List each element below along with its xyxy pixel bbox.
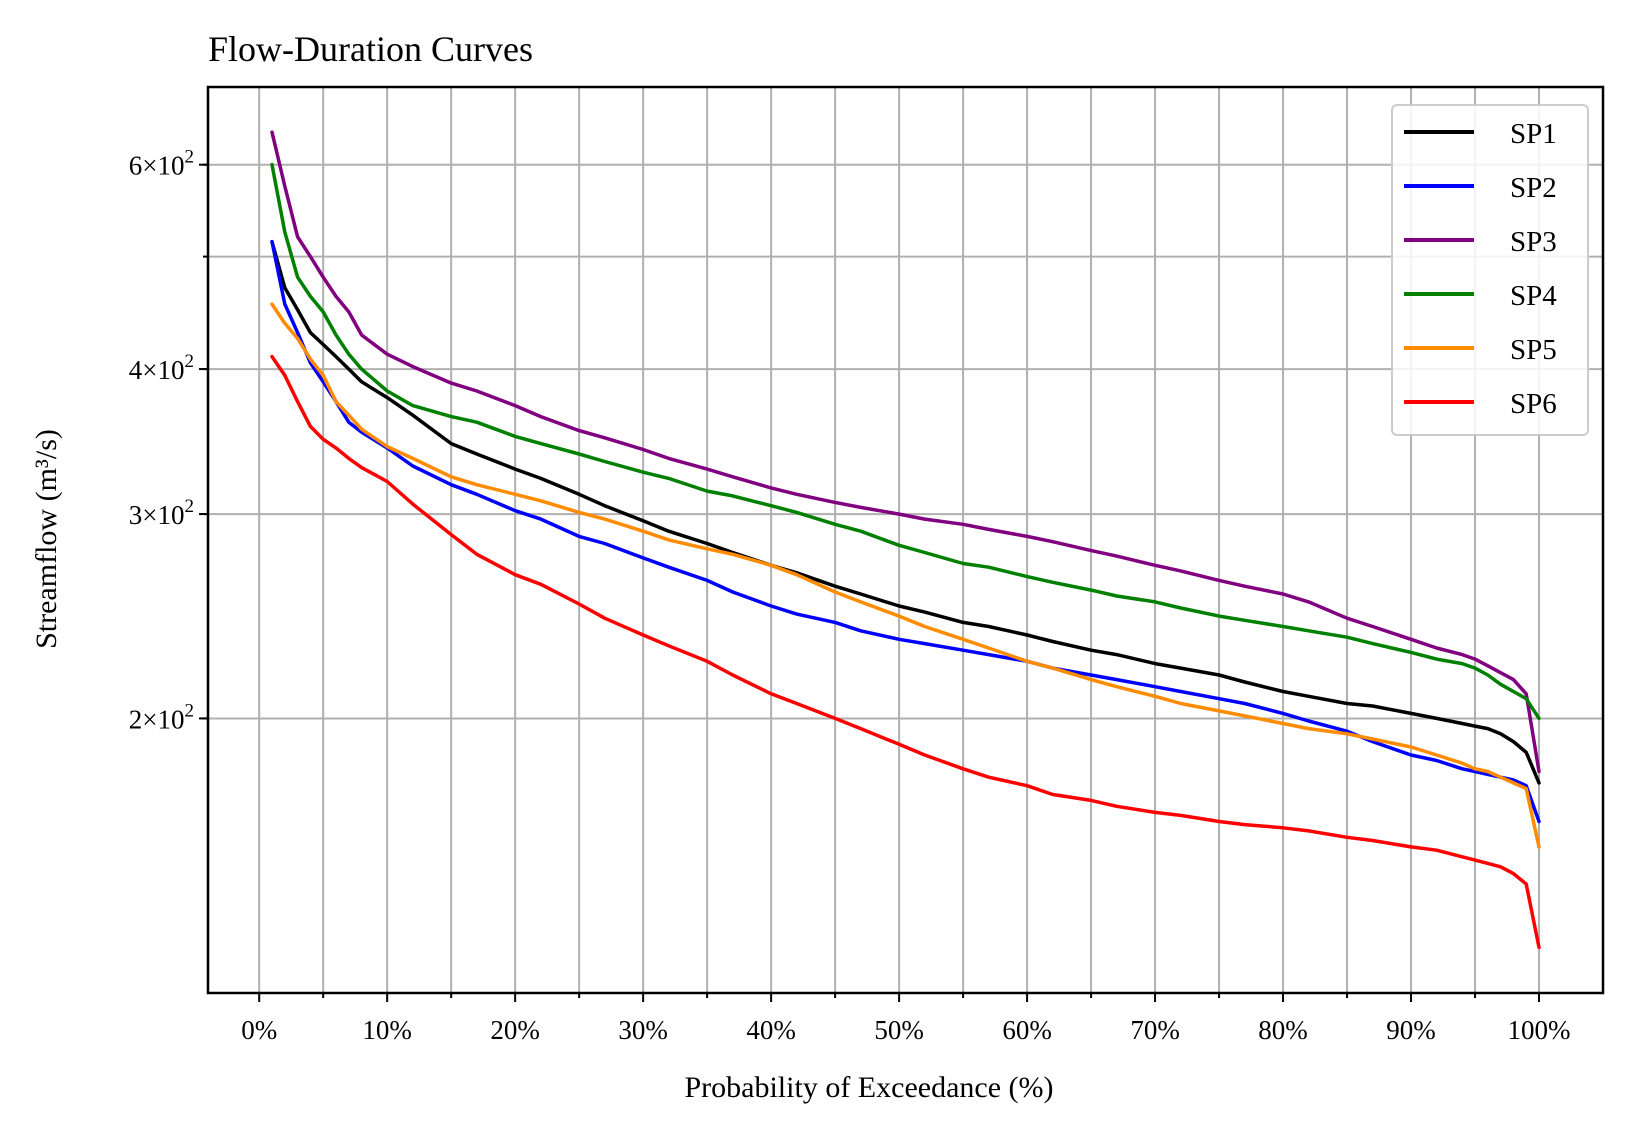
series-lines [270,130,1541,950]
x-tick-label: 0% [241,1015,277,1045]
series-line-sp1 [270,239,1541,785]
legend[interactable]: SP1 SP2 SP3 SP4 SP5 SP6 [1391,104,1589,436]
y-tick-label: 3×102 [129,496,194,530]
x-tick-label: 30% [618,1015,668,1045]
legend-label-sp6: SP6 [1510,388,1557,420]
legend-label-sp5: SP5 [1510,334,1557,366]
x-tick-label: 10% [362,1015,412,1045]
y-tick-label: 4×102 [129,351,194,385]
grid-lines [208,87,1603,993]
series-line-sp3 [270,130,1541,774]
legend-label-sp2: SP2 [1510,172,1557,204]
legend-box [1391,104,1589,436]
x-tick-label: 70% [1130,1015,1180,1045]
chart-title: Flow-Duration Curves [208,29,533,69]
series-line-sp4 [270,162,1541,721]
x-tick-label: 90% [1386,1015,1436,1045]
x-tick-label: 50% [874,1015,924,1045]
x-tick-label: 100% [1508,1015,1571,1045]
x-tick-label: 20% [490,1015,540,1045]
series-line-sp5 [270,302,1541,849]
y-tick-label: 6×102 [129,147,194,181]
x-tick-label: 60% [1002,1015,1052,1045]
y-tick-label: 2×102 [129,700,194,734]
x-tick-label: 40% [746,1015,796,1045]
x-axis-label: Probability of Exceedance (%) [684,1071,1053,1104]
legend-label-sp4: SP4 [1510,280,1557,312]
legend-label-sp1: SP1 [1510,118,1557,150]
plot-frame [206,85,1605,995]
legend-label-sp3: SP3 [1510,226,1557,258]
axis-ticks: 0% 10% 20% 30% 40% 50% 60% 70% 80% 90% 100% 2×102 3×… [129,147,1571,1045]
y-axis-label: Streamflow (m³/s) [30,429,63,649]
series-line-sp6 [270,354,1541,950]
x-tick-label: 80% [1258,1015,1308,1045]
